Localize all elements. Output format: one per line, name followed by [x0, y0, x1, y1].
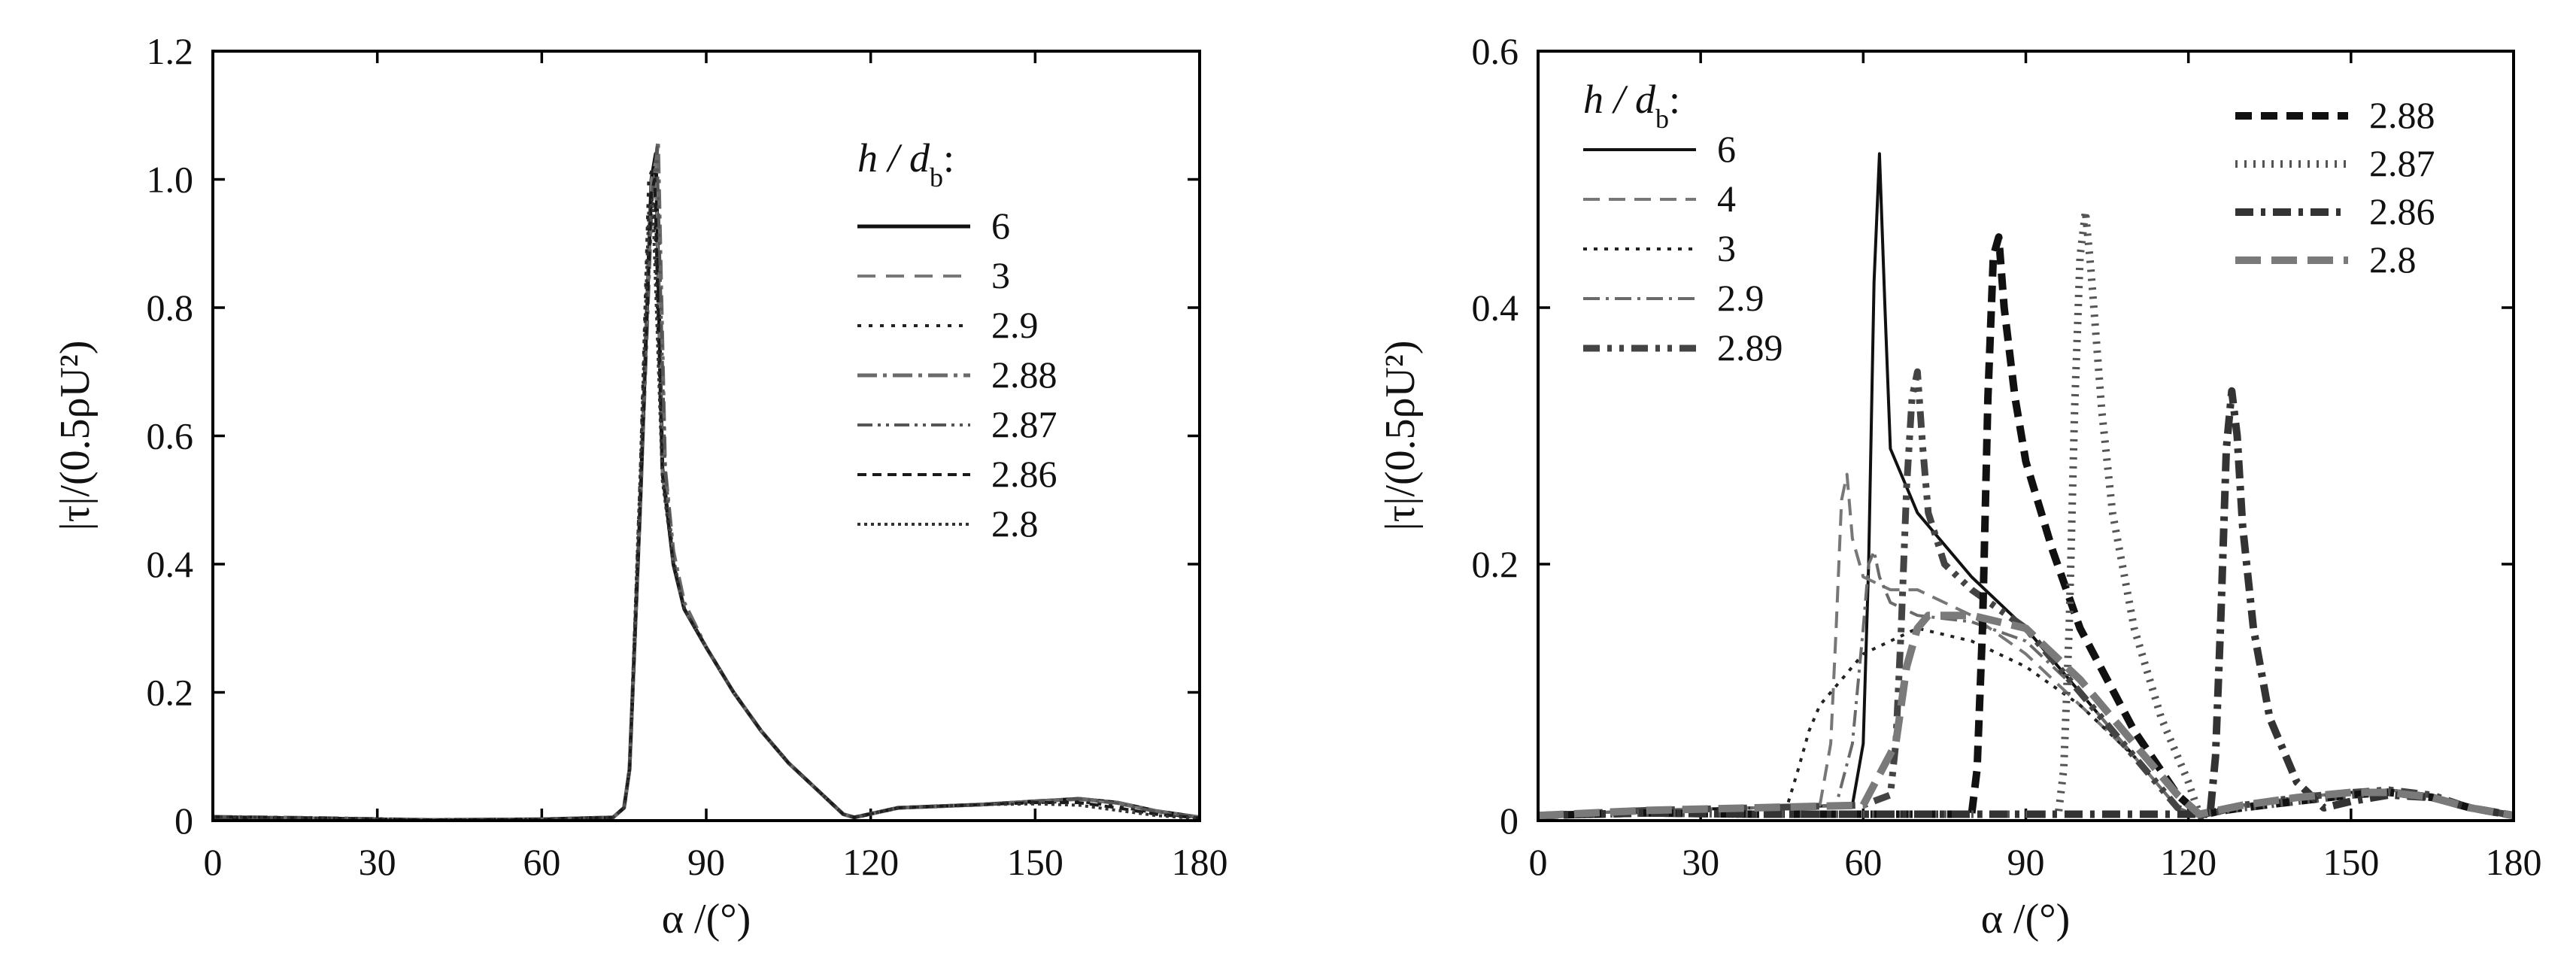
left-legend-label: 2.8 [991, 502, 1039, 545]
right-y-tick-label: 0.2 [1472, 543, 1519, 585]
right-x-tick-label: 60 [1844, 841, 1882, 883]
left-y-tick-label: 0.2 [147, 672, 194, 714]
right-legend-label: 2.8 [2369, 238, 2417, 281]
right-x-tick-label: 0 [1529, 841, 1548, 883]
right-legend-label: 4 [1717, 178, 1736, 220]
right-legend-label: 2.88 [2369, 94, 2435, 136]
right-legend-label: 2.87 [2369, 142, 2435, 184]
right-series-2_87 [1538, 208, 2514, 820]
right-series [1538, 152, 2514, 821]
right-series-3 [1538, 627, 2514, 818]
left-plot-frame [211, 50, 1201, 822]
right-x-tick-label: 30 [1682, 841, 1719, 883]
left-x-tick-label: 60 [523, 841, 560, 883]
right-y-tick-label: 0.6 [1472, 30, 1519, 72]
left-x-tick-label: 120 [842, 841, 899, 883]
left-legend-label: 2.88 [991, 354, 1057, 396]
right-series-2_89 [1538, 368, 2514, 821]
right-legend-label: 3 [1717, 227, 1736, 269]
left-series-2_8 [213, 197, 1200, 821]
left-x-axis-title: α /(°) [662, 896, 751, 942]
right-y-axis-title: |τ|/(0.5ρU²) [1377, 341, 1424, 531]
left-y-tick-label: 0.6 [147, 415, 194, 457]
left-legend-label: 2.86 [991, 453, 1057, 495]
left-legend-label: 2.87 [991, 403, 1057, 445]
left-legend-label: 2.9 [991, 304, 1039, 346]
left-y-tick-label: 0.8 [147, 287, 194, 329]
left-x-tick-label: 0 [204, 841, 223, 883]
right-x-tick-label: 90 [2007, 841, 2045, 883]
right-legend-title: h / db: [1583, 77, 1680, 134]
right-ticks [1537, 50, 2515, 822]
right-y-tick-label: 0.4 [1472, 287, 1519, 329]
right-series-2_86 [1538, 387, 2514, 820]
right-x-tick-label: 120 [2160, 841, 2216, 883]
left-y-tick-label: 1.0 [147, 159, 194, 201]
left-x-tick-label: 180 [1172, 841, 1228, 883]
left-y-tick-label: 1.2 [147, 30, 194, 72]
left-y-axis-title: |τ|/(0.5ρU²) [52, 341, 99, 531]
left-legend-label: 6 [991, 205, 1010, 247]
left-series [213, 138, 1200, 821]
left-y-tick-label: 0.4 [147, 543, 194, 585]
left-chart: 0 30 60 90 120 150 180 0 0.2 0.4 0.6 0.8 1.0 1.2 α /(… [52, 30, 1228, 942]
left-x-tick-label: 150 [1007, 841, 1063, 883]
right-y-tick-label: 0 [1500, 800, 1519, 842]
left-legend: h / db: 6 3 2.9 2.88 2.87 2.86 2.8 [857, 135, 1057, 545]
right-series-2_88 [1538, 233, 2514, 820]
right-tick-labels: 0 30 60 90 120 150 180 0 0.2 0.4 0.6 [1472, 30, 2542, 883]
right-legend-label: 2.9 [1717, 277, 1764, 319]
left-x-tick-label: 30 [359, 841, 396, 883]
right-series-4 [1538, 472, 2514, 818]
right-chart: 0 30 60 90 120 150 180 0 0.2 0.4 0.6 α /(°) |τ|/(0… [1377, 30, 2542, 942]
left-x-tick-label: 90 [687, 841, 725, 883]
right-x-tick-label: 180 [2486, 841, 2542, 883]
right-legend-label: 6 [1717, 128, 1736, 170]
left-legend-label: 3 [991, 254, 1010, 296]
right-legend-label: 2.89 [1717, 326, 1783, 369]
right-series-6 [1538, 152, 2514, 818]
left-y-tick-label: 0 [174, 800, 193, 842]
right-series-2_8 [1538, 612, 2514, 820]
left-series-2_86 [213, 178, 1200, 821]
right-plot-frame [1537, 50, 2515, 822]
right-legend-label: 2.86 [2369, 190, 2435, 232]
right-series-2_9 [1538, 550, 2514, 818]
left-legend-title: h / db: [857, 135, 954, 193]
right-x-axis-title: α /(°) [1981, 896, 2071, 942]
right-x-tick-label: 150 [2323, 841, 2379, 883]
left-tick-labels: 0 30 60 90 120 150 180 0 0.2 0.4 0.6 0.8 1.0 1.2 [147, 30, 1228, 883]
